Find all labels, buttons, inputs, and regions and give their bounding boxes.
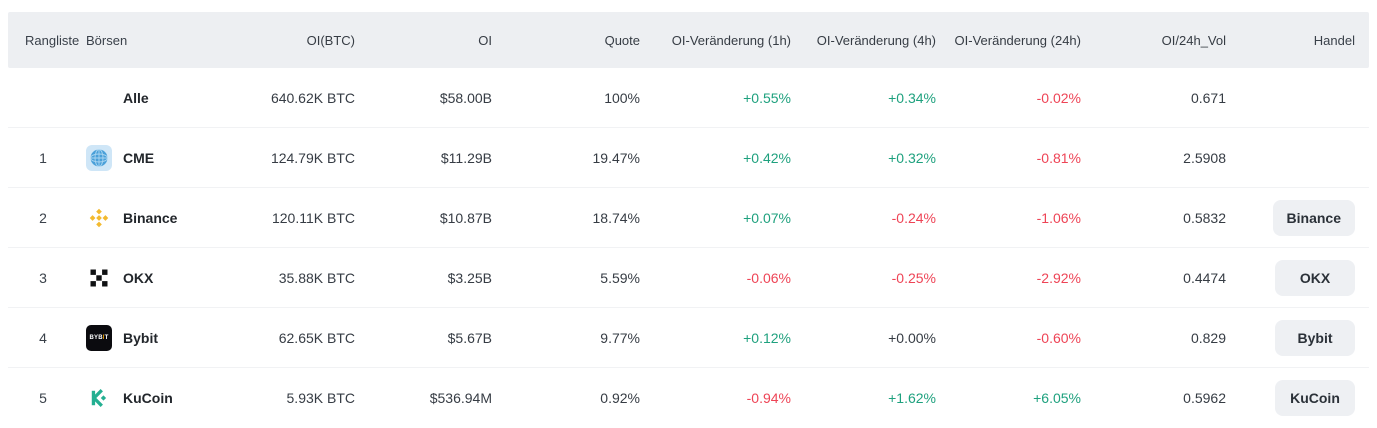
table-body: Alle 640.62K BTC $58.00B 100% +0.55% +0.… bbox=[8, 68, 1369, 428]
rank-cell: 5 bbox=[39, 390, 47, 406]
table-header-row: Rangliste Börsen OI(BTC) OI Quote OI-Veränder… bbox=[8, 12, 1369, 68]
quote-cell: 18.74% bbox=[592, 209, 640, 226]
oi-btc-cell: 640.62K BTC bbox=[270, 89, 355, 106]
exchange-name: Alle bbox=[123, 89, 149, 106]
exchange-cell: Binance bbox=[78, 205, 208, 231]
oi-usd-cell: $5.67B bbox=[447, 329, 492, 346]
exchange-row-bybit[interactable]: 4 BYBIT Bybit 62.65K BTC $5.67B 9.77% +0.… bbox=[8, 308, 1369, 368]
column-header-oibtc[interactable]: OI(BTC) bbox=[306, 32, 355, 48]
rank-cell: 1 bbox=[39, 149, 47, 166]
oi-change-24h-cell: -0.81% bbox=[1036, 149, 1081, 166]
oi-btc-cell: 5.93K BTC bbox=[286, 390, 355, 406]
oi-change-4h-cell: +1.62% bbox=[888, 390, 936, 406]
column-header-chg24h[interactable]: OI-Veränderung (24h) bbox=[954, 32, 1081, 48]
oi-change-1h-cell: +0.55% bbox=[743, 89, 791, 106]
quote-cell: 0.92% bbox=[600, 390, 640, 406]
exchange-name: KuCoin bbox=[123, 390, 173, 406]
trade-cell: OKX bbox=[1226, 259, 1369, 296]
exchange-name: CME bbox=[123, 149, 155, 166]
rank-cell: 3 bbox=[39, 269, 47, 286]
oi-btc-cell: 120.11K BTC bbox=[271, 209, 355, 226]
exchange-name: Bybit bbox=[123, 329, 158, 346]
oi-btc-cell: 35.88K BTC bbox=[278, 269, 355, 286]
exchange-name: OKX bbox=[123, 269, 154, 286]
oi-change-24h-cell: +6.05% bbox=[1033, 390, 1081, 406]
oi-change-4h-cell: +0.34% bbox=[888, 89, 936, 106]
trade-button-kucoin[interactable]: KuCoin bbox=[1275, 380, 1355, 416]
exchange-row-alle[interactable]: Alle 640.62K BTC $58.00B 100% +0.55% +0.… bbox=[8, 68, 1369, 128]
oi-change-24h-cell: -2.92% bbox=[1036, 269, 1081, 286]
oi-24h-vol-cell: 0.671 bbox=[1190, 89, 1226, 106]
binance-logo-icon bbox=[86, 205, 112, 231]
exchange-cell: KuCoin bbox=[78, 385, 208, 411]
oi-24h-vol-cell: 0.4474 bbox=[1183, 269, 1226, 286]
oi-change-1h-cell: +0.07% bbox=[743, 209, 791, 226]
oi-btc-cell: 62.65K BTC bbox=[278, 329, 355, 346]
column-header-quote[interactable]: Quote bbox=[604, 32, 640, 48]
oi-change-24h-cell: -0.02% bbox=[1036, 89, 1081, 106]
bybit-logo-icon: BYBIT bbox=[86, 324, 112, 351]
oi-change-4h-cell: -0.25% bbox=[891, 269, 936, 286]
oi-usd-cell: $3.25B bbox=[447, 269, 492, 286]
oi-change-4h-cell: +0.00% bbox=[888, 329, 936, 346]
oi-24h-vol-cell: 0.5832 bbox=[1183, 209, 1226, 226]
quote-cell: 9.77% bbox=[600, 329, 640, 346]
quote-cell: 19.47% bbox=[592, 149, 640, 166]
quote-cell: 5.59% bbox=[600, 269, 640, 286]
exchange-row-kucoin[interactable]: 5 KuCoin 5.93K BTC $536.94M 0.92% -0.94%… bbox=[8, 368, 1369, 428]
oi-24h-vol-cell: 0.5962 bbox=[1183, 390, 1226, 406]
exchange-row-binance[interactable]: 2 Binance 120.11K BTC $10.87B 18.74% +0.… bbox=[8, 188, 1369, 248]
exchange-row-cme[interactable]: 1 CME 124.79K BTC $11.29B 19.47% +0.42% … bbox=[8, 128, 1369, 188]
oi-usd-cell: $536.94M bbox=[429, 390, 492, 406]
column-header-chg1h[interactable]: OI-Veränderung (1h) bbox=[671, 32, 791, 48]
oi-24h-vol-cell: 0.829 bbox=[1190, 329, 1226, 346]
oi-change-24h-cell: -0.60% bbox=[1036, 329, 1081, 346]
oi-change-4h-cell: -0.24% bbox=[891, 209, 936, 226]
trade-button-bybit[interactable]: Bybit bbox=[1275, 319, 1355, 356]
column-header-chg4h[interactable]: OI-Veränderung (4h) bbox=[816, 32, 936, 48]
oi-24h-vol-cell: 2.5908 bbox=[1183, 149, 1226, 166]
exchange-cell: BYBIT Bybit bbox=[78, 324, 208, 351]
oi-usd-cell: $11.29B bbox=[440, 149, 492, 166]
trade-cell: Binance bbox=[1226, 199, 1369, 236]
trade-button-binance[interactable]: Binance bbox=[1272, 199, 1355, 236]
quote-cell: 100% bbox=[604, 89, 640, 106]
oi-change-24h-cell: -1.06% bbox=[1036, 209, 1081, 226]
oi-change-4h-cell: +0.32% bbox=[888, 149, 936, 166]
exchange-cell: OKX bbox=[78, 265, 208, 291]
column-header-oi[interactable]: OI bbox=[478, 32, 492, 48]
cme-logo-icon bbox=[86, 144, 112, 171]
exchange-name: Binance bbox=[123, 209, 178, 226]
oi-change-1h-cell: -0.94% bbox=[746, 390, 791, 406]
exchange-oi-table: Rangliste Börsen OI(BTC) OI Quote OI-Veränder… bbox=[8, 12, 1369, 428]
rank-cell: 2 bbox=[39, 209, 47, 226]
column-header-rank[interactable]: Rangliste bbox=[25, 32, 80, 48]
exchange-cell: CME bbox=[78, 144, 208, 171]
column-header-oivol[interactable]: OI/24h_Vol bbox=[1161, 32, 1226, 48]
oi-change-1h-cell: +0.42% bbox=[743, 149, 791, 166]
oi-change-1h-cell: +0.12% bbox=[743, 329, 791, 346]
oi-usd-cell: $58.00B bbox=[439, 89, 492, 106]
oi-usd-cell: $10.87B bbox=[439, 209, 492, 226]
rank-cell: 4 bbox=[39, 329, 47, 346]
oi-change-1h-cell: -0.06% bbox=[746, 269, 791, 286]
oi-btc-cell: 124.79K BTC bbox=[270, 149, 355, 166]
trade-button-okx[interactable]: OKX bbox=[1275, 259, 1355, 296]
exchange-cell: Alle bbox=[78, 85, 208, 111]
column-header-ex[interactable]: Börsen bbox=[86, 32, 128, 48]
trade-cell: Bybit bbox=[1226, 319, 1369, 356]
okx-logo-icon bbox=[86, 265, 112, 291]
trade-cell: KuCoin bbox=[1226, 380, 1369, 416]
column-header-trade[interactable]: Handel bbox=[1313, 32, 1355, 48]
kucoin-logo-icon bbox=[86, 385, 112, 411]
exchange-row-okx[interactable]: 3 OKX 35.88K BTC $3.25B 5.59% -0.06% -0.… bbox=[8, 248, 1369, 308]
